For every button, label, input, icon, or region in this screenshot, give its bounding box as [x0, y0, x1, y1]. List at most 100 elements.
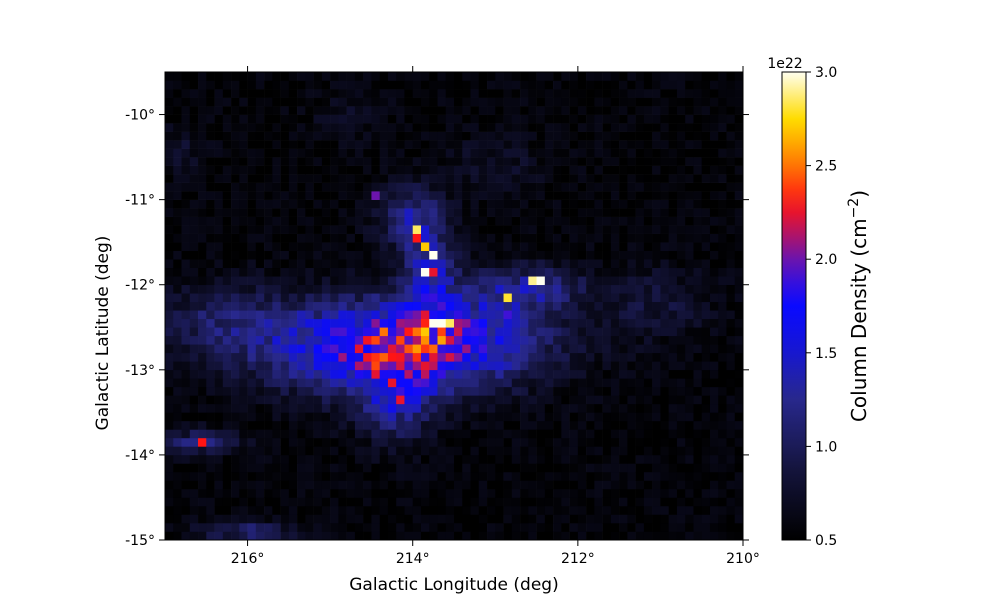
heatmap-cell: [536, 505, 546, 515]
heatmap-cell: [528, 276, 537, 286]
heatmap-cell: [437, 497, 447, 507]
heatmap-cell: [470, 216, 480, 226]
heatmap-cell: [594, 352, 603, 362]
heatmap-cell: [206, 191, 215, 200]
heatmap-cell: [255, 242, 265, 251]
heatmap-cell: [198, 471, 207, 481]
heatmap-cell: [379, 522, 389, 532]
heatmap-cell: [643, 522, 653, 532]
heatmap-cell: [544, 208, 554, 217]
heatmap-cell: [701, 497, 711, 507]
heatmap-cell: [627, 140, 636, 149]
heatmap-cell: [288, 123, 298, 132]
heatmap-cell: [396, 369, 405, 379]
heatmap-cell: [354, 463, 364, 473]
heatmap-cell: [404, 429, 414, 439]
heatmap-cell: [222, 72, 232, 81]
heatmap-cell: [561, 386, 570, 396]
heatmap-cell: [676, 437, 686, 447]
heatmap-cell: [354, 488, 364, 498]
heatmap-cell: [255, 259, 265, 269]
heatmap-cell: [462, 327, 471, 337]
heatmap-cell: [396, 335, 405, 345]
heatmap-cell: [635, 327, 645, 337]
heatmap-cell: [264, 361, 273, 371]
heatmap-cell: [272, 505, 281, 515]
heatmap-cell: [561, 140, 570, 149]
heatmap-cell: [487, 89, 496, 98]
heatmap-cell: [553, 301, 562, 311]
heatmap-cell: [693, 284, 703, 294]
heatmap-cell: [181, 242, 191, 251]
heatmap-cell: [643, 488, 653, 498]
heatmap-cell: [652, 361, 661, 371]
heatmap-cell: [685, 89, 694, 98]
heatmap-cell: [330, 293, 339, 303]
heatmap-cell: [239, 182, 248, 192]
heatmap-cell: [239, 140, 248, 149]
heatmap-cell: [371, 378, 380, 388]
heatmap-cell: [726, 80, 736, 90]
heatmap-cell: [239, 80, 248, 90]
heatmap-cell: [487, 522, 496, 532]
heatmap-cell: [387, 199, 397, 209]
heatmap-cell: [206, 301, 215, 311]
heatmap-cell: [173, 378, 182, 388]
heatmap-cell: [668, 191, 678, 200]
heatmap-cell: [239, 327, 248, 337]
heatmap-cell: [495, 310, 504, 320]
heatmap-cell: [668, 267, 678, 277]
heatmap-cell: [701, 522, 711, 532]
heatmap-cell: [346, 72, 356, 81]
heatmap-cell: [387, 361, 397, 371]
heatmap-cell: [701, 344, 711, 354]
heatmap-cell: [173, 284, 182, 294]
heatmap-cell: [487, 531, 496, 541]
heatmap-cell: [577, 361, 587, 371]
heatmap-cell: [239, 335, 248, 345]
heatmap-cell: [305, 378, 314, 388]
heatmap-cell: [734, 165, 744, 175]
heatmap-cell: [173, 106, 182, 115]
heatmap-cell: [165, 446, 174, 456]
heatmap-cell: [354, 386, 364, 396]
heatmap-cell: [561, 199, 570, 209]
heatmap-cell: [387, 157, 397, 166]
heatmap-cell: [165, 123, 174, 132]
heatmap-cell: [404, 310, 414, 320]
heatmap-cell: [602, 454, 612, 464]
heatmap-cell: [313, 191, 323, 200]
heatmap-cell: [165, 284, 174, 294]
heatmap-cell: [610, 72, 620, 81]
heatmap-cell: [206, 531, 215, 541]
heatmap-cell: [520, 531, 529, 541]
heatmap-cell: [420, 352, 430, 362]
heatmap-cell: [503, 463, 513, 473]
heatmap-cell: [354, 250, 364, 260]
heatmap-cell: [239, 488, 248, 498]
heatmap-cell: [693, 369, 703, 379]
heatmap-cell: [520, 293, 529, 303]
heatmap-cell: [602, 352, 612, 362]
heatmap-cell: [734, 276, 744, 286]
heatmap-cell: [520, 335, 529, 345]
heatmap-cell: [462, 97, 471, 107]
heatmap-cell: [346, 386, 356, 396]
heatmap-cell: [586, 318, 595, 328]
heatmap-cell: [239, 446, 248, 456]
heatmap-cell: [264, 488, 273, 498]
heatmap-cell: [387, 352, 397, 362]
heatmap-cell: [247, 97, 257, 107]
heatmap-cell: [619, 531, 628, 541]
heatmap-cell: [701, 471, 711, 481]
heatmap-cell: [602, 208, 612, 217]
heatmap-cell: [420, 437, 430, 447]
heatmap-cell: [561, 293, 570, 303]
heatmap-cell: [330, 165, 339, 175]
heatmap-cell: [165, 463, 174, 473]
heatmap-cell: [396, 199, 405, 209]
heatmap-cell: [610, 531, 620, 541]
heatmap-cell: [553, 310, 562, 320]
heatmap-cell: [445, 97, 455, 107]
heatmap-cell: [198, 165, 207, 175]
